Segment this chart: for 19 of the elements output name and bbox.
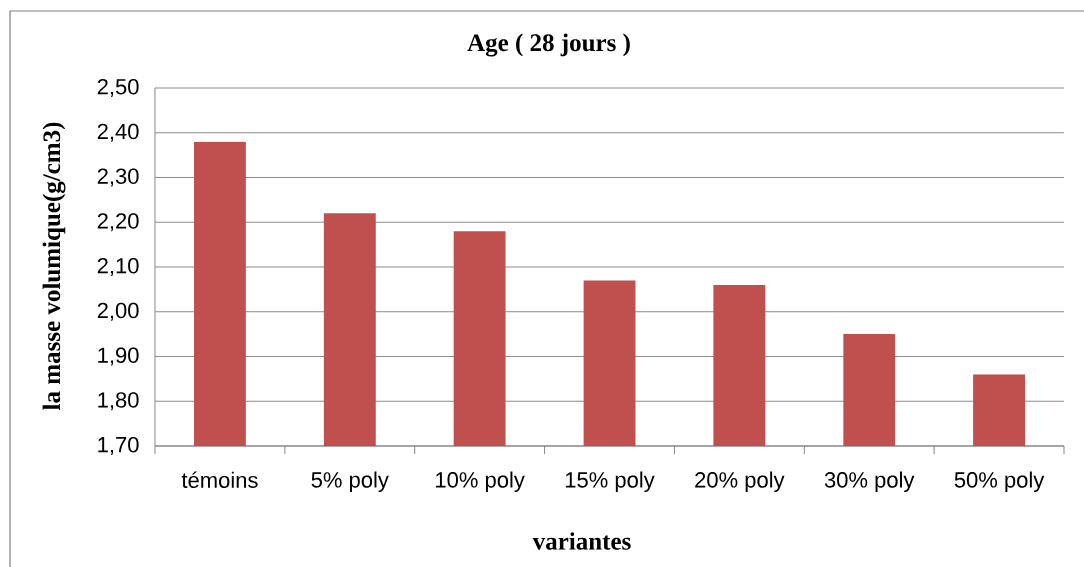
x-tick-label: témoins <box>181 471 258 488</box>
x-axis-title: variantes <box>532 532 631 550</box>
y-tick-label: 2,30 <box>97 168 139 187</box>
x-tick-label: 10% poly <box>436 471 525 493</box>
chart-title: Age ( 28 jours ) <box>467 33 630 57</box>
y-tick-label: 2,20 <box>97 213 139 232</box>
y-tick-label: 2,00 <box>97 302 139 321</box>
x-tick-label: 15% poly <box>565 471 655 493</box>
x-tick-label: 5% poly <box>311 471 389 493</box>
y-axis-title: la masse volumique(g/cm3) <box>42 122 66 410</box>
y-tick-label: 2,40 <box>97 123 139 142</box>
y-tick-label: 2,10 <box>97 257 139 277</box>
y-tick-label: 1,80 <box>98 392 139 411</box>
x-tick-label: 20% poly <box>695 471 785 493</box>
y-tick-label: 1,70 <box>98 436 139 456</box>
x-tick-label: 30% poly <box>824 471 915 493</box>
y-tick-label: 1,90 <box>98 347 139 366</box>
x-tick-label: 50% poly <box>954 471 1045 493</box>
y-tick-label: 2,50 <box>97 78 139 98</box>
